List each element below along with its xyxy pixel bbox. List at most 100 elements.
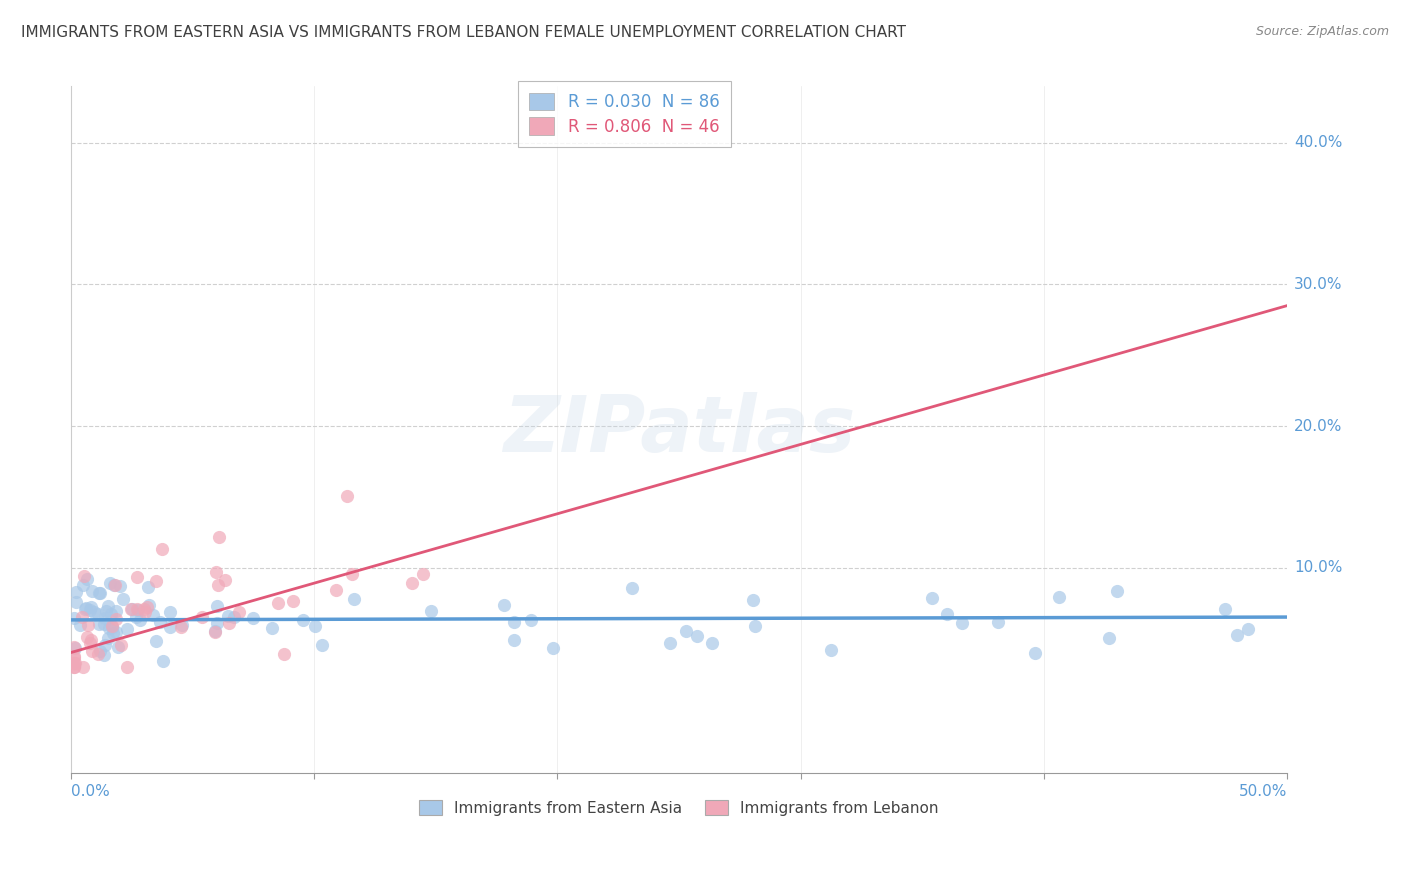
Point [108, 579, 131, 593]
Point [242, 611, 264, 625]
Point [105, 612, 128, 626]
Point [134, 602, 156, 616]
Point [260, 621, 283, 635]
Point [207, 578, 229, 592]
Point [97, 599, 120, 613]
Point [86, 607, 108, 621]
Point [208, 530, 231, 544]
Point [107, 640, 129, 655]
Point [820, 643, 842, 657]
Point [89, 617, 111, 632]
Point [97, 621, 120, 635]
Point [204, 625, 226, 640]
Text: ZIPatlas: ZIPatlas [503, 392, 855, 467]
Point [125, 602, 148, 616]
Point [101, 620, 124, 634]
Point [152, 654, 174, 668]
Point [502, 615, 524, 629]
Point [420, 604, 443, 618]
Point [222, 610, 245, 624]
Point [149, 615, 172, 629]
Point [1098, 631, 1121, 645]
Text: 40.0%: 40.0% [1294, 136, 1343, 151]
Point [79, 636, 101, 650]
Point [117, 659, 139, 673]
Point [62, 659, 84, 673]
Point [110, 638, 132, 652]
Point [145, 574, 167, 589]
Point [136, 599, 159, 614]
Point [105, 604, 128, 618]
Point [1236, 622, 1258, 636]
Point [62, 651, 84, 665]
Text: 50.0%: 50.0% [1239, 784, 1286, 799]
Point [142, 607, 165, 622]
Point [120, 601, 142, 615]
Point [94, 639, 117, 653]
Point [921, 591, 943, 605]
Point [72, 578, 94, 592]
Point [228, 605, 250, 619]
Point [336, 489, 359, 503]
Point [342, 591, 364, 606]
Point [103, 625, 125, 640]
Point [87, 586, 110, 600]
Point [62, 640, 84, 654]
Point [205, 615, 228, 630]
Point [741, 593, 763, 607]
Point [145, 634, 167, 648]
Point [658, 636, 681, 650]
Point [304, 619, 326, 633]
Point [121, 601, 143, 615]
Point [281, 593, 304, 607]
Point [79, 603, 101, 617]
Point [340, 567, 363, 582]
Text: 10.0%: 10.0% [1294, 560, 1343, 575]
Point [93, 611, 115, 625]
Point [65, 584, 87, 599]
Point [80, 584, 103, 599]
Point [169, 619, 191, 633]
Point [204, 624, 226, 639]
Point [100, 607, 122, 622]
Point [127, 603, 149, 617]
Point [70, 610, 93, 624]
Point [541, 640, 564, 655]
Point [63, 656, 86, 670]
Point [207, 599, 229, 613]
Point [412, 566, 434, 581]
Point [80, 644, 103, 658]
Point [621, 581, 644, 595]
Point [214, 573, 236, 587]
Point [700, 636, 723, 650]
Point [80, 600, 103, 615]
Point [502, 632, 524, 647]
Point [65, 641, 87, 656]
Point [520, 613, 543, 627]
Text: 0.0%: 0.0% [72, 784, 110, 799]
Point [93, 648, 115, 662]
Point [159, 620, 181, 634]
Point [75, 602, 97, 616]
Point [292, 613, 315, 627]
Point [75, 600, 97, 615]
Point [77, 617, 100, 632]
Point [1226, 628, 1249, 642]
Point [134, 605, 156, 619]
Point [101, 619, 124, 633]
Point [744, 619, 766, 633]
Text: 30.0%: 30.0% [1294, 277, 1343, 292]
Point [69, 618, 91, 632]
Point [115, 622, 138, 636]
Point [76, 572, 98, 586]
Point [401, 576, 423, 591]
Point [950, 616, 973, 631]
Point [111, 592, 134, 607]
Point [129, 614, 152, 628]
Point [125, 570, 148, 584]
Point [83, 605, 105, 619]
Point [103, 578, 125, 592]
Point [63, 648, 86, 663]
Point [62, 659, 84, 673]
Point [325, 582, 347, 597]
